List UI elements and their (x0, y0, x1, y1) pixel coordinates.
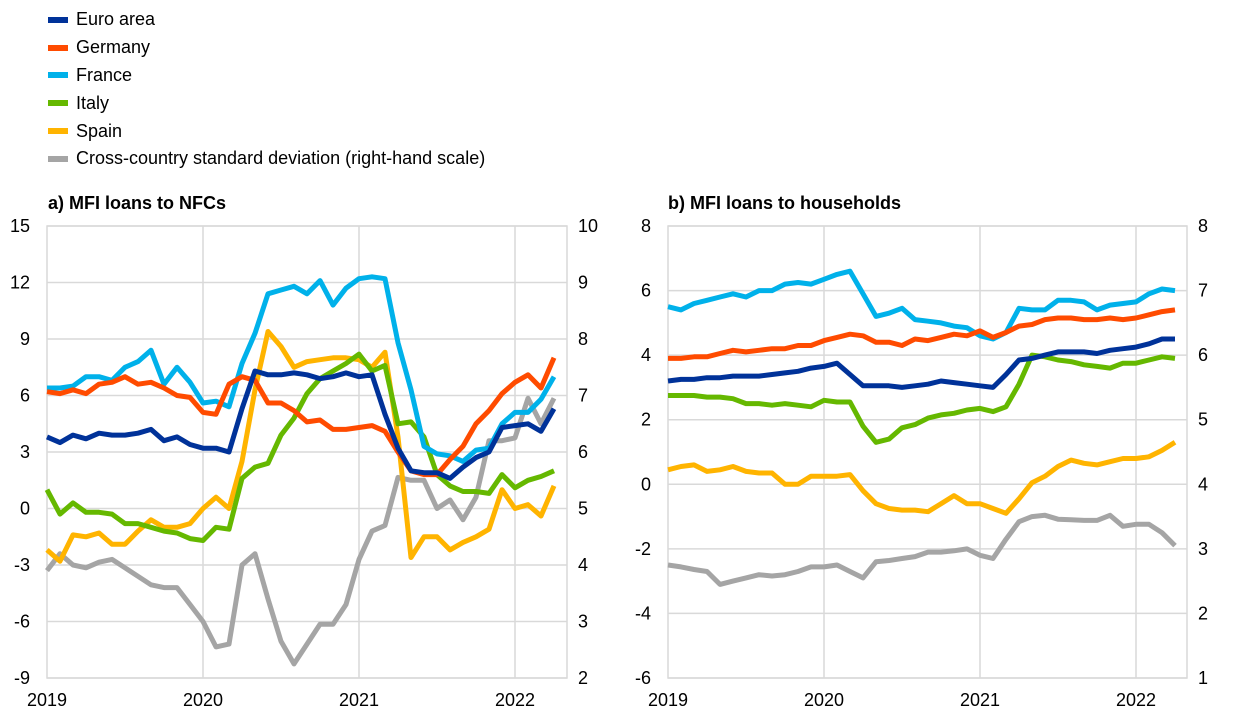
legend-swatch (48, 100, 68, 107)
y-tick-label: 9 (20, 329, 30, 349)
legend-item-france: France (48, 62, 485, 90)
series-line-france (667, 268, 1176, 342)
series-line-euro (45, 368, 557, 481)
y2-tick-label: 8 (1198, 216, 1208, 236)
y2-tick-label: 10 (578, 216, 598, 236)
y2-tick-label: 6 (578, 442, 588, 462)
legend-label: France (76, 64, 133, 85)
y-tick-label: 6 (641, 281, 651, 301)
series-line-cross-country (667, 512, 1177, 587)
legend-item-italy: Italy (48, 89, 485, 117)
series-line-germany (46, 356, 557, 478)
y2-tick-label: 5 (1198, 410, 1208, 430)
y-tick-label: 15 (10, 216, 30, 236)
y2-tick-label: 1 (1198, 668, 1208, 688)
legend-label: Spain (76, 120, 123, 141)
panel-a: a) MFI loans to NFCs 15 12 9 6 3 0 -3 -6 -9 10 9 8 7 6… (10, 193, 598, 710)
y2-tick-label: 8 (578, 329, 588, 349)
series-line-italy (44, 351, 556, 543)
y2-tick-label: 2 (578, 668, 588, 688)
y-tick-label: 6 (20, 386, 30, 406)
series-line-italy (668, 352, 1176, 445)
x-tick-label: 2019 (27, 690, 67, 710)
legend-swatch (48, 128, 68, 135)
y-tick-label: -9 (14, 668, 30, 688)
y-tick-label: 2 (641, 410, 651, 430)
y2-tick-label: 5 (578, 499, 588, 519)
legend-item-spain: Spain (48, 117, 485, 145)
legend-label: Germany (76, 37, 151, 58)
x-tick-label: 2019 (648, 690, 688, 710)
legend-item-germany: Germany (48, 34, 485, 62)
y-tick-label: -2 (635, 539, 651, 559)
y-tick-label: 4 (641, 345, 651, 365)
y-tick-label: 0 (20, 499, 30, 519)
series-line-spain (45, 329, 557, 564)
legend: Euro area Germany France Italy Spain Cro… (48, 6, 485, 173)
legend-label: Euro area (76, 9, 156, 30)
legend-item-euro-area: Euro area (48, 6, 485, 34)
panel-title: a) MFI loans to NFCs (48, 193, 226, 213)
y-tick-label: -3 (14, 555, 30, 575)
y-tick-label: 12 (10, 273, 30, 293)
series-line-spain (667, 440, 1177, 516)
y2-tick-label: 9 (578, 273, 588, 293)
panel-b: b) MFI loans to households 8 6 4 2 0 -2 -4 -6 8 7 6… (635, 193, 1208, 710)
y2-tick-label: 2 (1198, 603, 1208, 623)
series-line-germany (668, 307, 1176, 361)
y2-tick-label: 4 (1198, 474, 1208, 494)
legend-swatch (48, 44, 68, 51)
plot-border (46, 225, 568, 679)
legend-swatch (48, 155, 68, 162)
y-tick-label: -4 (635, 603, 651, 623)
y-tick-label: -6 (635, 668, 651, 688)
x-tick-label: 2022 (495, 690, 535, 710)
legend-swatch (48, 72, 68, 79)
y2-tick-label: 6 (1198, 345, 1208, 365)
y-tick-label: 0 (641, 474, 651, 494)
panel-title: b) MFI loans to households (668, 193, 901, 213)
legend-swatch (48, 16, 68, 23)
y-tick-label: 8 (641, 216, 651, 236)
x-tick-label: 2022 (1116, 690, 1156, 710)
x-tick-label: 2021 (960, 690, 1000, 710)
x-tick-label: 2020 (183, 690, 223, 710)
legend-label: Italy (76, 92, 110, 113)
y-tick-label: -6 (14, 612, 30, 632)
y2-tick-label: 3 (1198, 539, 1208, 559)
y-tick-label: 3 (20, 442, 30, 462)
series-line-cross-country (45, 395, 557, 667)
y2-tick-label: 7 (578, 386, 588, 406)
y2-tick-label: 3 (578, 612, 588, 632)
x-tick-label: 2021 (339, 690, 379, 710)
y2-tick-label: 4 (578, 555, 588, 575)
series-line-france (47, 274, 557, 464)
series-line-euro (667, 336, 1175, 390)
y2-tick-label: 7 (1198, 281, 1208, 301)
plot-border (667, 225, 1188, 679)
x-tick-label: 2020 (804, 690, 844, 710)
legend-label: Cross-country standard deviation (right-… (76, 148, 486, 169)
legend-item-std-dev: Cross-country standard deviation (right-… (48, 145, 485, 173)
